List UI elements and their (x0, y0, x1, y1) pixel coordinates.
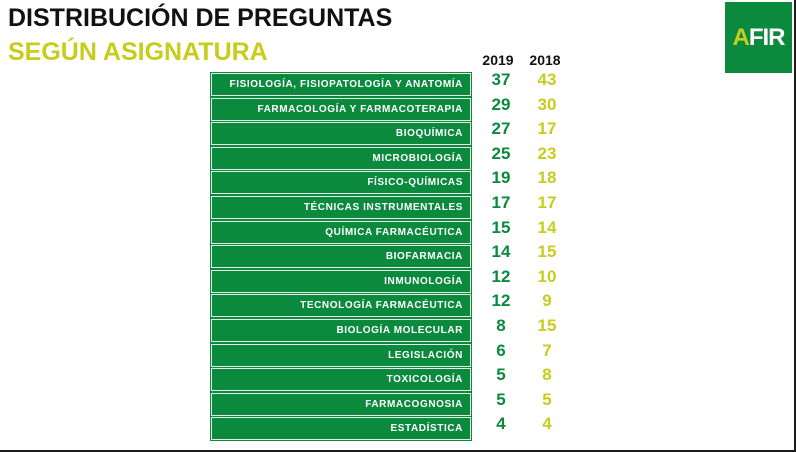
page-subtitle: SEGÚN ASIGNATURA (8, 38, 268, 66)
value-2018: 15 (537, 242, 557, 262)
logo-text: AFIR (732, 23, 786, 52)
value-2019: 17 (491, 193, 511, 212)
table-row: FARMACOGNOSIA 5 5 (211, 389, 791, 418)
table-row: BIOQUÍMICA 27 17 (211, 119, 791, 147)
subject-label: BIOQUÍMICA (211, 122, 471, 146)
value-2018: 7 (542, 340, 552, 360)
subject-label: BIOFARMACIA (211, 245, 471, 269)
logo-suffix: FIR (748, 23, 786, 51)
value-2018: 5 (542, 389, 552, 409)
value-2019: 15 (491, 217, 511, 237)
table-row: BIOFARMACIA 14 15 (211, 242, 791, 270)
table-row: INMUNOLOGÍA 12 10 (211, 266, 791, 295)
value-2018: 4 (542, 414, 552, 434)
value-2019: 4 (496, 414, 506, 434)
page-title: DISTRIBUCIÓN DE PREGUNTAS (8, 4, 393, 32)
value-2018: 30 (537, 94, 557, 114)
table-row: FÍSICO-QUÍMICAS 19 18 (211, 168, 791, 196)
value-2018: 17 (537, 119, 557, 139)
value-2018: 8 (542, 365, 552, 385)
value-2019: 6 (496, 340, 506, 360)
value-2019: 19 (491, 168, 511, 188)
subject-label: INMUNOLOGÍA (211, 269, 471, 293)
value-2018: 43 (537, 70, 557, 89)
subject-label: FARMACOLOGÍA Y FARMACOTERAPIA (211, 97, 471, 121)
value-2018: 14 (537, 217, 557, 237)
table-row: LEGISLACIÓN 6 7 (211, 340, 791, 369)
value-2019: 25 (491, 143, 511, 163)
subject-label: ESTADÍSTICA (211, 417, 471, 441)
subject-label: FISIOLOGÍA, FISIOPATOLOGÍA Y ANATOMÍA (211, 73, 471, 96)
subject-label: LEGISLACIÓN (211, 343, 471, 367)
table-row: TECNOLOGÍA FARMACÉUTICA 12 9 (211, 291, 791, 319)
table-row: FISIOLOGÍA, FISIOPATOLOGÍA Y ANATOMÍA 37 4… (211, 70, 791, 98)
subject-label: QUÍMICA FARMACÉUTICA (211, 220, 471, 244)
subject-label: TECNOLOGÍA FARMACÉUTICA (211, 294, 471, 318)
value-2019: 12 (491, 266, 511, 286)
value-2019: 5 (496, 365, 506, 385)
value-2018: 15 (537, 316, 557, 335)
column-header-2018: 2018 (529, 52, 561, 68)
table-row: BIOLOGÍA MOLECULAR 8 15 (211, 316, 791, 344)
subject-label: FARMACOGNOSIA (211, 392, 471, 416)
value-2019: 14 (491, 242, 511, 262)
table-row: TÉCNICAS INSTRUMENTALES 17 17 (211, 193, 791, 221)
afir-logo: AFIR (725, 2, 792, 73)
value-2019: 29 (491, 94, 511, 114)
subject-label: TÉCNICAS INSTRUMENTALES (211, 196, 471, 219)
table-row: MICROBIOLOGÍA 25 23 (211, 143, 791, 172)
value-2019: 8 (496, 316, 506, 335)
value-2018: 10 (537, 266, 557, 286)
value-2019: 27 (491, 119, 511, 139)
value-2018: 18 (537, 168, 557, 188)
value-2019: 5 (496, 389, 506, 409)
value-2019: 12 (491, 291, 511, 311)
value-2018: 17 (537, 193, 557, 212)
table-row: FARMACOLOGÍA Y FARMACOTERAPIA 29 30 (211, 94, 791, 123)
subject-label: MICROBIOLOGÍA (211, 146, 471, 170)
table-row: QUÍMICA FARMACÉUTICA 15 14 (211, 217, 791, 246)
table-row: TOXICOLOGÍA 5 8 (211, 365, 791, 393)
subject-label: TOXICOLOGÍA (211, 368, 471, 392)
column-header-2019: 2019 (482, 52, 514, 68)
subject-label: BIOLOGÍA MOLECULAR (211, 319, 471, 342)
table-row: ESTADÍSTICA 4 4 (211, 414, 791, 442)
value-2018: 23 (537, 143, 557, 163)
value-2019: 37 (491, 70, 511, 89)
subject-label: FÍSICO-QUÍMICAS (211, 171, 471, 195)
value-2018: 9 (542, 291, 552, 311)
logo-prefix: A (732, 23, 749, 51)
